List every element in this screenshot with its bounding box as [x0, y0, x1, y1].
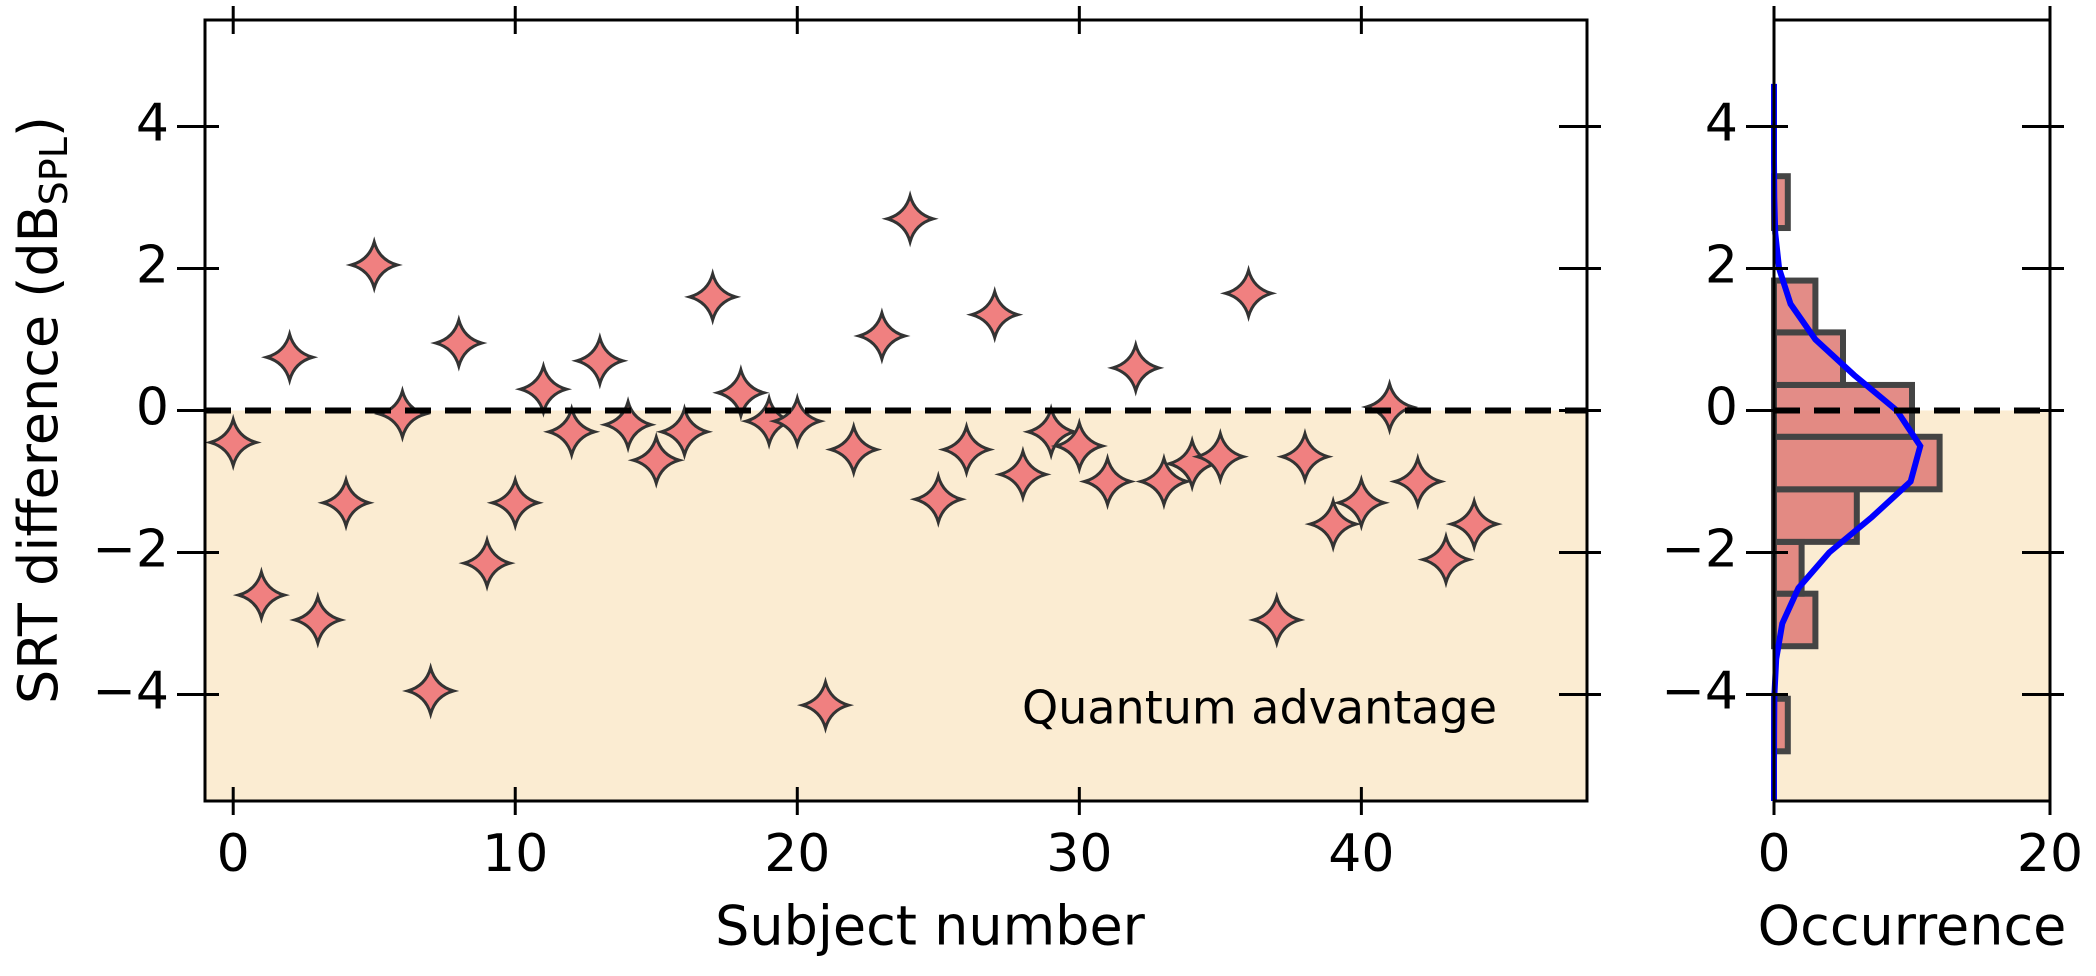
star-marker — [317, 474, 375, 532]
y-tick-label: −4 — [1661, 662, 1738, 722]
star-marker — [1389, 452, 1447, 511]
star-marker — [232, 566, 291, 624]
y-tick-label: 4 — [136, 94, 169, 154]
star-marker — [1219, 264, 1278, 322]
y-tick-label: 0 — [136, 378, 169, 438]
star-marker — [881, 190, 939, 248]
star-marker — [655, 403, 714, 461]
star-marker — [1276, 428, 1334, 486]
star-marker — [1332, 474, 1390, 532]
star-marker — [1445, 495, 1503, 553]
star-marker — [514, 360, 573, 418]
star-marker — [1107, 339, 1165, 397]
shade-region — [205, 410, 1587, 801]
star-marker — [1135, 452, 1193, 511]
star-marker — [599, 396, 657, 454]
star-marker — [1360, 378, 1419, 436]
star-marker — [458, 534, 516, 592]
y-axis-label: SRT difference (dBSPL) — [7, 116, 76, 704]
star-marker — [289, 591, 347, 649]
x-tick-label: 30 — [1046, 824, 1112, 884]
x-tick-label: 20 — [2017, 824, 2083, 884]
star-marker — [994, 445, 1052, 503]
y-label-main: SRT difference (dB — [7, 205, 70, 704]
y-tick-label: −2 — [1661, 520, 1738, 580]
star-marker — [402, 662, 460, 720]
star-marker — [768, 392, 826, 450]
star-marker — [1304, 495, 1362, 553]
x-tick-label: 10 — [482, 824, 548, 884]
star-marker — [966, 286, 1024, 344]
x-tick-label: 20 — [764, 824, 830, 884]
star-marker — [543, 403, 601, 461]
y-tick-label: 2 — [1705, 236, 1738, 296]
star-marker — [345, 236, 403, 294]
y-label-close: ) — [7, 116, 70, 137]
x-tick-label: 40 — [1328, 824, 1394, 884]
x-axis-label: Occurrence — [1758, 895, 2067, 958]
y-tick-label: 2 — [136, 236, 169, 296]
y-tick-label: −4 — [92, 662, 169, 722]
star-marker — [712, 364, 770, 422]
annotation: Quantum advantage — [1022, 681, 1497, 735]
star-marker — [909, 470, 967, 528]
y-tick-label: 4 — [1705, 94, 1738, 154]
x-tick-label: 0 — [217, 824, 250, 884]
star-marker — [627, 431, 685, 489]
star-marker — [1022, 403, 1080, 461]
star-marker — [853, 307, 911, 365]
star-marker — [1417, 531, 1475, 589]
y-tick-label: 0 — [1705, 378, 1738, 438]
star-marker — [825, 420, 883, 479]
star-marker — [1078, 452, 1137, 511]
star-marker — [1191, 428, 1249, 486]
star-marker — [1248, 591, 1306, 649]
hist-bar — [1771, 486, 1860, 545]
x-axis-label: Subject number — [715, 895, 1146, 958]
y-tick-label: −2 — [92, 520, 169, 580]
star-marker — [1050, 417, 1108, 475]
star-marker — [430, 314, 488, 372]
star-marker — [796, 676, 855, 734]
x-tick-label: 0 — [1757, 824, 1790, 884]
star-marker — [486, 474, 544, 532]
y-label-sub: SPL — [32, 137, 76, 205]
star-marker — [571, 332, 629, 390]
star-marker — [204, 413, 262, 472]
star-marker — [261, 328, 319, 386]
star-marker — [684, 268, 742, 326]
star-marker — [937, 420, 996, 479]
